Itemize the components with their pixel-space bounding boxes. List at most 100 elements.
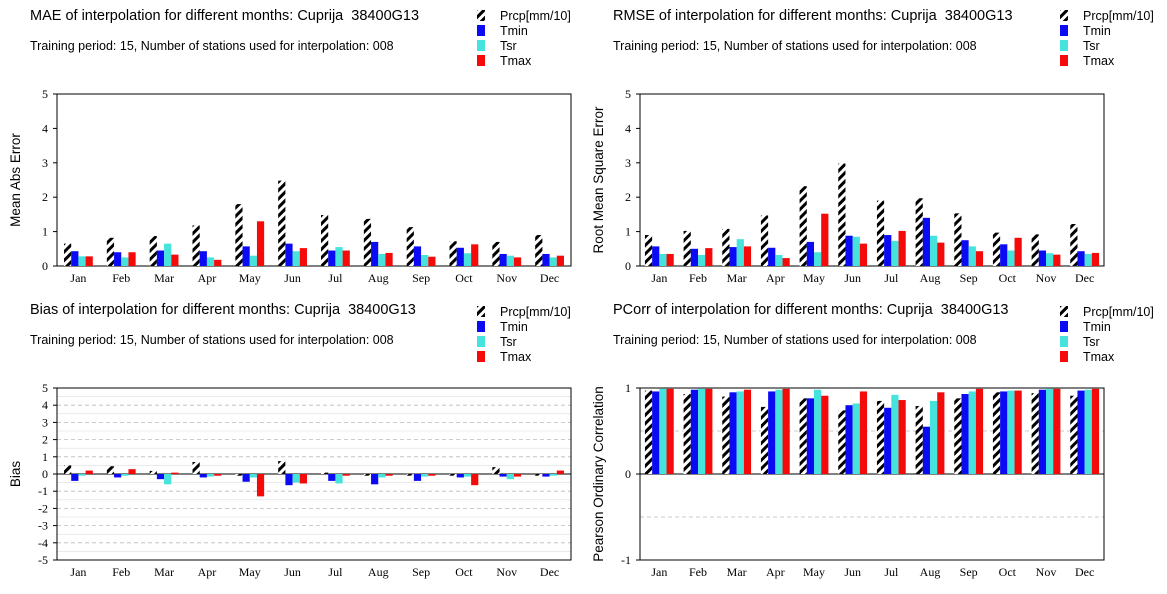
legend-swatch-2 — [1060, 40, 1068, 51]
y-axis-label: Pearson Ordinary Correlation — [591, 386, 606, 562]
bar-nov-1 — [1038, 389, 1046, 474]
bar-nov-2 — [1046, 388, 1054, 474]
bar-apr-3 — [214, 474, 222, 476]
bar-apr-1 — [199, 251, 207, 266]
bar-aug-2 — [378, 253, 386, 266]
bar-mar-0 — [722, 228, 730, 266]
x-tick-label: Mar — [154, 565, 174, 579]
bar-feb-3 — [128, 469, 136, 474]
bar-may-1 — [242, 474, 250, 482]
bar-oct-1 — [456, 474, 464, 478]
bar-dec-2 — [549, 474, 557, 476]
bar-dec-1 — [542, 474, 550, 477]
bar-feb-2 — [698, 254, 706, 266]
x-tick-label: Nov — [496, 565, 517, 579]
bar-dec-3 — [556, 255, 564, 266]
chart-subtitle: Training period: 15, Number of stations … — [30, 39, 394, 53]
bar-mar-0 — [149, 236, 157, 266]
y-tick-label: -5 — [38, 553, 48, 567]
chart-title: Bias of interpolation for different mont… — [30, 302, 416, 318]
x-tick-label: Sep — [960, 271, 978, 285]
bar-jul-0 — [321, 472, 329, 474]
bar-may-1 — [806, 241, 814, 266]
bar-may-0 — [235, 204, 243, 266]
bar-sep-2 — [968, 391, 976, 474]
x-tick-label: Mar — [727, 565, 747, 579]
y-tick-label: 5 — [42, 87, 48, 101]
x-tick-label: Oct — [999, 271, 1017, 285]
x-tick-label: Oct — [455, 565, 473, 579]
bar-jun-3 — [859, 243, 868, 266]
y-tick-label: 2 — [42, 433, 48, 447]
x-tick-label: Aug — [920, 565, 941, 579]
legend-swatch-2 — [477, 40, 485, 51]
legend-swatch-1 — [1060, 321, 1068, 332]
y-tick-label: -4 — [38, 536, 48, 550]
plot-frame — [639, 93, 1105, 267]
bar-jun-1 — [285, 474, 293, 486]
bar-dec-0 — [535, 474, 543, 476]
bar-nov-2 — [506, 474, 514, 480]
bar-feb-2 — [121, 257, 129, 266]
bar-sep-3 — [428, 256, 436, 266]
y-tick-label: 5 — [42, 381, 48, 395]
chart-panel-2: Bias of interpolation for different mont… — [8, 302, 572, 579]
bar-dec-1 — [1077, 390, 1085, 474]
bar-mar-2 — [736, 239, 744, 266]
x-tick-label: Mar — [154, 271, 174, 285]
bar-may-1 — [806, 398, 814, 474]
bar-jun-0 — [278, 180, 286, 266]
bar-feb-1 — [690, 389, 698, 474]
y-tick-label: 3 — [42, 415, 48, 429]
y-axis-label: Bias — [8, 461, 23, 488]
y-tick-label: 0 — [625, 259, 631, 273]
chart-panel-1: RMSE of interpolation for different mont… — [591, 8, 1154, 285]
bar-dec-1 — [1077, 251, 1085, 266]
bar-apr-1 — [768, 247, 776, 266]
bar-dec-2 — [549, 257, 557, 266]
x-tick-label: Apr — [766, 271, 785, 285]
x-tick-label: Dec — [1075, 565, 1094, 579]
bar-jun-3 — [299, 474, 307, 484]
bar-jul-1 — [884, 407, 892, 474]
bar-jun-0 — [278, 461, 286, 474]
bar-aug-0 — [915, 406, 923, 474]
x-tick-label: Oct — [999, 565, 1017, 579]
legend-swatch-3 — [477, 55, 485, 66]
x-tick-label: Feb — [112, 271, 130, 285]
bar-mar-0 — [722, 396, 730, 474]
bar-jun-2 — [292, 251, 300, 266]
bar-jul-1 — [328, 474, 336, 481]
x-tick-label: Nov — [1036, 271, 1057, 285]
legend-swatch-0 — [477, 306, 485, 317]
bar-jan-0 — [644, 235, 653, 266]
bar-mar-3 — [743, 389, 752, 474]
bar-jul-1 — [884, 235, 892, 266]
bar-sep-2 — [968, 246, 976, 266]
legend-swatch-0 — [1060, 306, 1068, 317]
legend-label: Tmax — [500, 350, 532, 364]
legend-label: Prcp[mm/10] — [500, 305, 571, 319]
bar-aug-3 — [937, 392, 945, 474]
bar-mar-2 — [164, 243, 172, 266]
bar-apr-0 — [760, 406, 769, 474]
bar-oct-2 — [463, 474, 472, 477]
x-tick-label: Apr — [198, 271, 217, 285]
x-tick-label: Apr — [766, 565, 785, 579]
legend-swatch-0 — [477, 10, 485, 21]
bar-dec-1 — [542, 253, 550, 266]
bar-aug-2 — [930, 235, 938, 266]
y-tick-label: 1 — [625, 381, 631, 395]
x-tick-label: Feb — [112, 565, 130, 579]
bar-mar-1 — [156, 474, 165, 480]
x-tick-label: Feb — [689, 565, 707, 579]
bar-feb-0 — [683, 394, 691, 474]
bar-jun-1 — [845, 235, 853, 266]
bar-oct-1 — [456, 247, 464, 266]
bar-mar-2 — [736, 391, 744, 474]
bar-may-0 — [235, 474, 243, 476]
bar-oct-2 — [1007, 250, 1015, 266]
bar-feb-0 — [106, 237, 115, 266]
bar-sep-0 — [406, 474, 414, 476]
